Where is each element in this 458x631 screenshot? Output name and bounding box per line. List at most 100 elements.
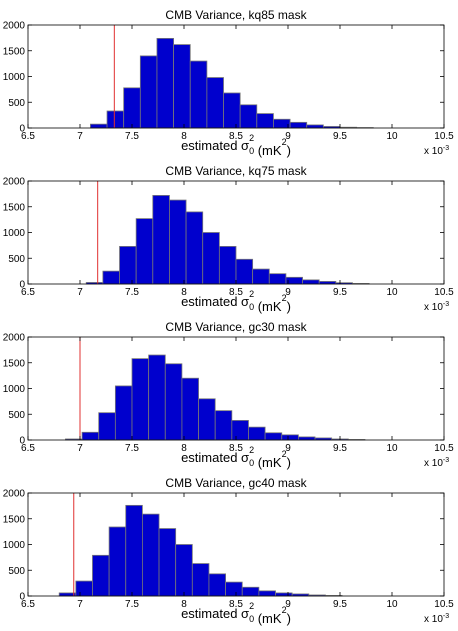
x-axis-label-part: 2 (249, 133, 254, 143)
bar (119, 246, 137, 285)
bar (92, 554, 110, 597)
bar (158, 528, 177, 597)
x-tick-label: 6.5 (21, 287, 35, 298)
axis-multiplier: x 10-3 (424, 613, 449, 625)
y-tick-label: 2000 (3, 21, 26, 32)
x-tick-label: 10 (386, 443, 398, 454)
bar (281, 434, 299, 441)
x-tick-label: 8.5 (229, 287, 243, 298)
bar (102, 270, 120, 285)
panel: 0 500 1000 1500 2000 6.5 7 7.5 8 8.5 9 9.5 10 10.5 CMB… (3, 476, 454, 626)
bar (90, 123, 108, 129)
bar (289, 121, 308, 129)
x-tick-label: 9 (285, 443, 291, 454)
x-axis-label-part: 0 (249, 302, 254, 312)
bar (175, 544, 193, 597)
x-tick-label: 9.5 (333, 131, 347, 142)
x-axis-label-part: estimated σ (181, 138, 249, 153)
bar (248, 426, 266, 441)
axis-multiplier: x 10-3 (424, 457, 449, 469)
axis-multiplier: x 10-3 (424, 301, 449, 313)
x-tick-label: 7 (77, 287, 83, 298)
axis-multiplier-exponent: -3 (443, 457, 449, 464)
bar (275, 592, 293, 597)
x-tick-label: 8.5 (229, 131, 243, 142)
bar (81, 431, 100, 441)
bar (235, 258, 254, 285)
bar (173, 44, 191, 129)
x-tick-label: 9 (285, 599, 291, 610)
y-tick-label: 1500 (3, 46, 26, 57)
x-axis-label-part: 0 (249, 458, 254, 468)
x-tick-label: 9 (285, 131, 291, 142)
bar (256, 113, 274, 129)
y-tick-label: 1500 (3, 202, 26, 213)
x-tick-label: 9.5 (333, 443, 347, 454)
x-axis-label-part: 2 (282, 449, 287, 459)
plot-area (28, 493, 444, 596)
x-tick-label: 10.5 (434, 131, 454, 142)
bar (106, 110, 125, 129)
x-tick-label: 10 (386, 131, 398, 142)
x-axis-label-part: ) (287, 455, 291, 470)
x-tick-label: 8 (181, 599, 187, 610)
bar (181, 377, 199, 441)
x-axis-label-part: ) (287, 143, 291, 158)
x-axis-label-part: 2 (249, 445, 254, 455)
bar (297, 436, 316, 441)
bar (156, 37, 175, 129)
y-tick-label: 2000 (3, 177, 26, 188)
bar (223, 92, 241, 129)
x-tick-label: 10.5 (434, 443, 454, 454)
panel: 0 500 1000 1500 2000 6.5 7 7.5 8 8.5 9 9.5 10 10.5 CMB… (3, 320, 454, 470)
x-axis-label-part: 2 (282, 293, 287, 303)
bar (148, 354, 166, 441)
bar (252, 268, 270, 285)
x-tick-label: 8 (181, 287, 187, 298)
x-tick-label: 7.5 (125, 443, 139, 454)
bar (135, 218, 154, 285)
axis-multiplier-base: x 10 (424, 458, 443, 469)
x-tick-label: 7 (77, 599, 83, 610)
bar (285, 276, 303, 285)
y-tick-label: 500 (8, 98, 25, 109)
x-tick-label: 8 (181, 131, 187, 142)
bar (123, 87, 141, 129)
bar (206, 77, 224, 129)
x-tick-label: 9.5 (333, 599, 347, 610)
bar (241, 586, 260, 597)
x-axis-label-part: (mK (254, 611, 282, 626)
x-axis-label: estimated σ0 2 (mK2) (181, 445, 291, 470)
bar (125, 504, 143, 597)
y-tick-label: 500 (8, 566, 25, 577)
bar (258, 590, 276, 597)
bar (108, 526, 127, 597)
x-tick-label: 6.5 (21, 443, 35, 454)
x-tick-label: 10.5 (434, 599, 454, 610)
x-axis-label-part: 2 (282, 605, 287, 615)
axis-multiplier-base: x 10 (424, 302, 443, 313)
y-tick-label: 1500 (3, 358, 26, 369)
bar (169, 199, 187, 285)
x-tick-label: 7 (77, 443, 83, 454)
x-axis-label-part: 0 (249, 614, 254, 624)
bar (131, 358, 150, 441)
chart-title: CMB Variance, gc30 mask (165, 320, 307, 334)
y-tick-label: 0 (19, 592, 25, 603)
x-tick-label: 7 (77, 131, 83, 142)
axis-multiplier-exponent: -3 (443, 145, 449, 152)
x-tick-label: 6.5 (21, 131, 35, 142)
bar (264, 432, 283, 441)
bar (225, 581, 243, 597)
x-tick-label: 7.5 (125, 599, 139, 610)
bar (141, 513, 160, 597)
y-tick-label: 2000 (3, 489, 26, 500)
axis-multiplier: x 10-3 (424, 145, 449, 157)
y-tick-label: 500 (8, 254, 25, 265)
x-axis-label-part: estimated σ (181, 450, 249, 465)
x-tick-label: 9.5 (333, 287, 347, 298)
x-axis-label-part: (mK (254, 143, 282, 158)
y-tick-label: 0 (19, 280, 25, 291)
y-tick-label: 0 (19, 124, 25, 135)
x-axis-label: estimated σ0 2 (mK2) (181, 601, 291, 626)
